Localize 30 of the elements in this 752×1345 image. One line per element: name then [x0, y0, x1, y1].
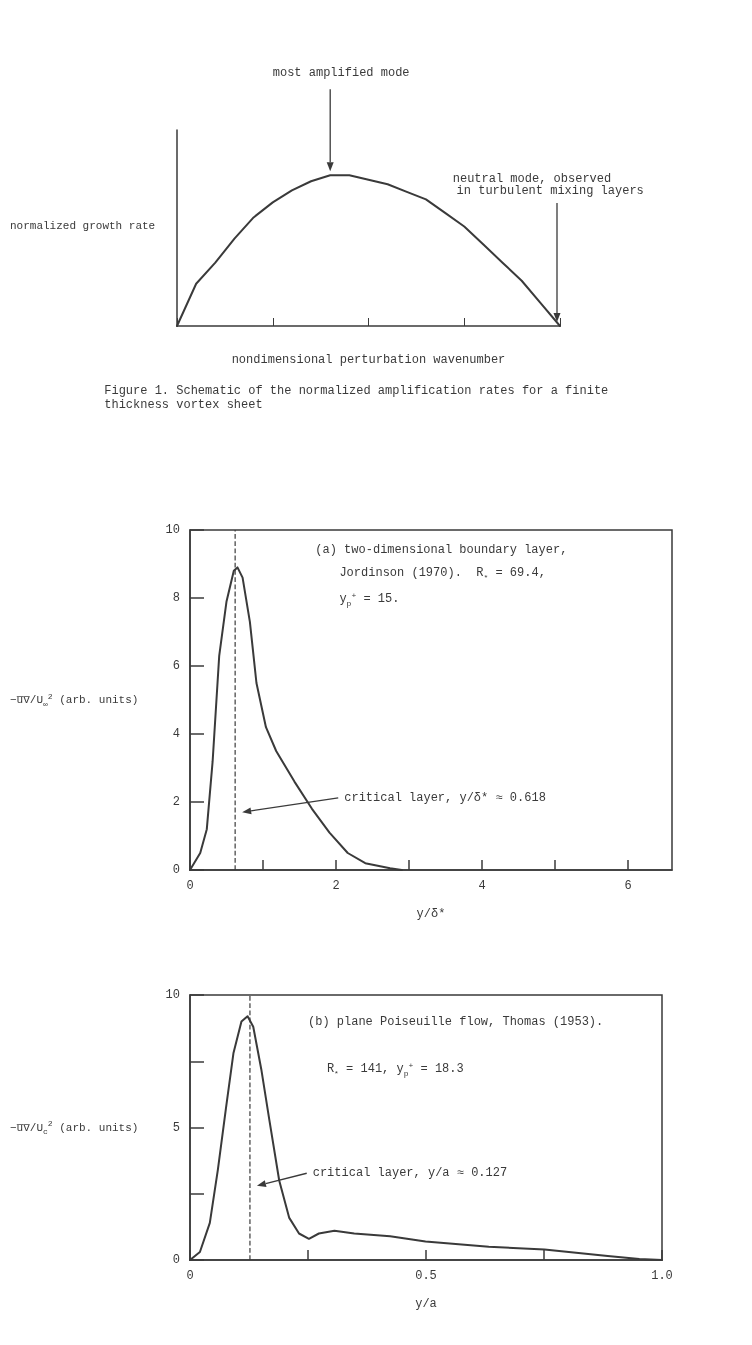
y-tick-label: 4 [172, 727, 180, 741]
annotation: critical layer, y/a ≈ 0.127 [312, 1166, 508, 1181]
y-tick-label: 5 [172, 1120, 180, 1135]
annotation: (a) two-dimensional boundary layer, [315, 542, 568, 557]
y-tick-label: 6 [172, 659, 180, 673]
x-tick-label: 0 [186, 879, 194, 893]
x-tick-label: 6 [624, 879, 632, 893]
x-axis-title: nondimensional perturbation wavenumber [231, 353, 506, 367]
y-tick-label: 0 [172, 1253, 180, 1267]
y-tick-label: 10 [165, 988, 180, 1002]
x-tick-label: 0.5 [415, 1269, 437, 1283]
annotation: in turbulent mixing layers [456, 183, 644, 198]
y-tick-label: 8 [172, 591, 180, 605]
x-tick-label: 4 [478, 879, 486, 893]
x-tick-label: 1.0 [651, 1269, 673, 1283]
annotation: (b) plane Poiseuille flow, Thomas (1953). [308, 1015, 604, 1030]
x-tick-label: 2 [332, 879, 340, 893]
y-tick-label: 0 [172, 863, 180, 877]
y-tick-label: 2 [172, 795, 180, 809]
annotation: critical layer, y/δ* ≈ 0.618 [344, 790, 546, 805]
x-axis-title: y/a [415, 1297, 437, 1311]
y-tick-label: 10 [165, 523, 180, 537]
x-tick-label: 0 [186, 1269, 194, 1283]
text: most amplified mode [272, 66, 410, 81]
text: thickness vortex sheet [104, 397, 263, 412]
caption: Figure 1. Schematic of the normalized amplification rates for a finite [104, 383, 609, 398]
y-axis-title: normalized growth rate [10, 219, 156, 232]
annotation: Jordinson (1970). R* = 69.4, [339, 566, 546, 582]
y-axis-title: −u̅v̅/U∞2 (arb. units) [10, 691, 139, 709]
x-axis-title: y/δ* [416, 907, 446, 921]
